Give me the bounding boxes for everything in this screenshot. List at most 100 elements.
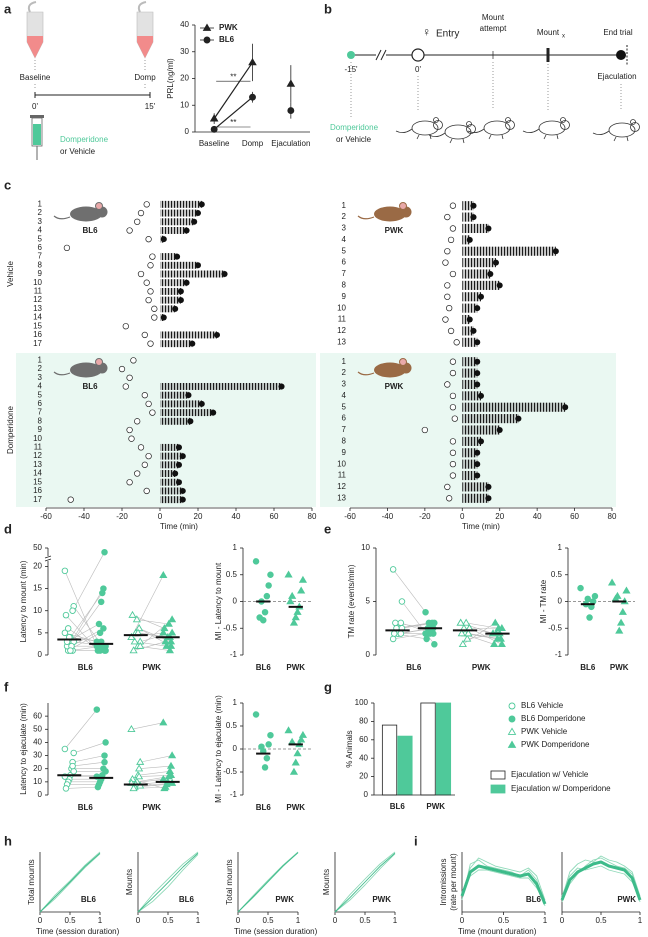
x-tick-label: BL6 [390, 802, 406, 811]
row-label: 12 [337, 482, 346, 491]
x-tick-label: PWK [286, 663, 305, 672]
mount-train [462, 326, 474, 336]
y-axis-label: Mounts [322, 869, 331, 895]
y-axis-label: MI - TM rate [539, 579, 548, 623]
x-tick-label: 80 [608, 512, 617, 521]
x-tick-label: 20 [194, 512, 203, 521]
data-point [397, 630, 405, 637]
data-point [265, 741, 272, 748]
mouse-icon [357, 371, 375, 376]
label: Mount [537, 28, 560, 37]
y-tick-label: 30 [180, 47, 189, 56]
legend-label: Ejaculation w/ Vehicle [511, 770, 589, 779]
data-point [497, 623, 506, 631]
row-label: 13 [33, 460, 42, 469]
data-point [101, 758, 108, 766]
ejaculation-dot [174, 253, 181, 260]
label: 0' [415, 65, 421, 74]
ejaculation-dot [474, 370, 481, 377]
label: or Vehicle [336, 135, 372, 144]
y-tick-label: 10 [33, 606, 42, 615]
row-label: 8 [342, 280, 347, 289]
entry-circle [151, 314, 158, 321]
x-tick-label: PWK [142, 803, 161, 812]
data-point [291, 758, 300, 766]
entry-circle [449, 472, 457, 479]
y-axis-label: Total mounts [27, 859, 36, 904]
label: End trial [603, 28, 633, 37]
legend-label: BL6 Domperidone [521, 714, 586, 723]
data-point [159, 628, 168, 636]
legend-marker [508, 702, 516, 710]
ejaculation-dot [177, 297, 184, 304]
data-point [261, 764, 269, 771]
x-tick-label: 0 [560, 916, 565, 925]
ejaculation-dot [485, 483, 492, 490]
data-point [586, 614, 593, 621]
ejaculation-dot [466, 236, 473, 243]
entry-circle [141, 461, 148, 468]
entry-circle [134, 470, 141, 477]
row-label: 7 [342, 425, 347, 434]
data-point [69, 607, 76, 614]
chart-label: BL6 [81, 895, 97, 904]
legend-marker [507, 740, 517, 748]
legend-label: BL6 [219, 35, 235, 44]
mount-train [462, 223, 489, 234]
label: Mount [482, 13, 505, 22]
entry-circle [143, 487, 150, 495]
row-label: 1 [38, 355, 43, 364]
ejaculation-dot [466, 316, 473, 323]
series-line [461, 869, 546, 903]
ejaculation-dot [195, 262, 201, 269]
series-line [334, 853, 396, 913]
ejaculation-dot [487, 271, 494, 277]
x-tick-label: BL6 [78, 663, 94, 672]
x-tick-label: PWK [286, 803, 305, 812]
mouse-label: PWK [385, 226, 404, 235]
y-tick-label: 40 [33, 738, 42, 747]
entry-circle [451, 415, 458, 422]
mouse-icon [374, 206, 406, 222]
pair-line [468, 633, 501, 640]
series-line [39, 851, 101, 913]
series-line [334, 851, 396, 913]
mount-train [160, 209, 198, 217]
ejaculation-dot [210, 409, 217, 416]
ejaculation-dot [496, 427, 503, 433]
label: attempt [480, 24, 507, 33]
y-tick-label: -1 [555, 650, 563, 659]
y-tick-label: 0 [38, 650, 43, 659]
mount-train [160, 253, 178, 261]
x-tick-label: PWK [472, 663, 491, 672]
entry-circle [130, 357, 137, 364]
data-point [422, 630, 429, 637]
row-label: 11 [338, 315, 347, 324]
data-point [464, 629, 473, 637]
entry-circle [134, 218, 141, 225]
data-point [61, 629, 69, 637]
row-label: 2 [342, 368, 347, 377]
entry-circle [449, 404, 457, 411]
row-label: 17 [33, 495, 42, 504]
data-point [159, 718, 168, 726]
axis-break [375, 49, 382, 61]
entry-circle [151, 305, 158, 312]
x-tick-label: BL6 [406, 663, 422, 672]
ejaculation-dot [278, 383, 285, 390]
pair-line [65, 786, 98, 789]
entry-circle [126, 426, 133, 434]
x-tick-label: 60 [270, 512, 279, 521]
mouse-label: PWK [385, 382, 404, 391]
x-tick-label: PWK [426, 802, 445, 811]
data-point [166, 761, 176, 769]
entry-circle [145, 296, 152, 304]
data-point [463, 634, 472, 642]
label: Baseline [20, 73, 51, 82]
row-label: 3 [38, 373, 43, 382]
data-point [392, 619, 399, 627]
mount-train [462, 493, 489, 503]
ejaculation-dot [172, 470, 179, 477]
entry-circle [122, 323, 129, 330]
row-label: 5 [342, 246, 347, 255]
